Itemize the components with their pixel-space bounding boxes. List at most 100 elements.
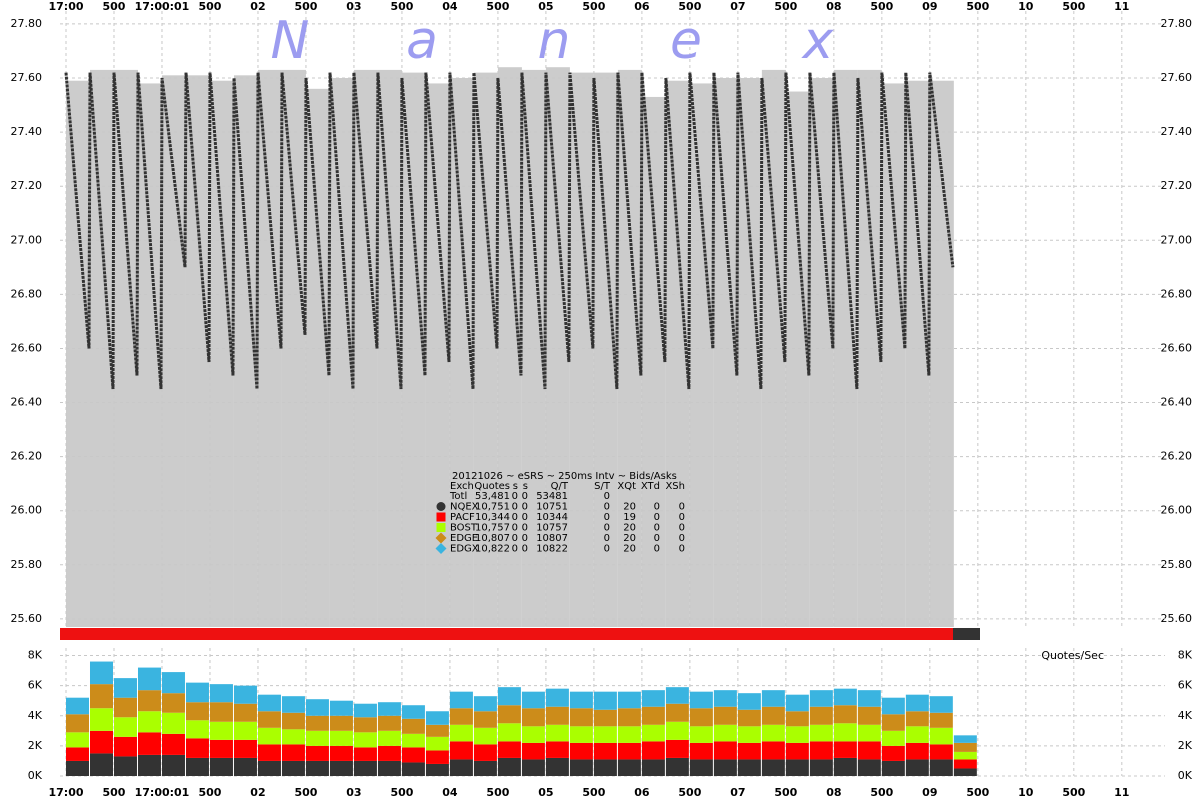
y-tick-label: 27.40 (11, 125, 43, 138)
bar-segment (737, 693, 761, 710)
bar-segment (161, 693, 185, 713)
y-tick-label: 27.60 (11, 71, 43, 84)
y-tick-label-right: 25.60 (1161, 612, 1193, 625)
bar-segment (473, 744, 497, 761)
bar-segment (377, 730, 401, 746)
table-cell: 0 (512, 502, 518, 513)
bar-segment (905, 726, 929, 743)
bar-segment (833, 741, 857, 758)
table-cell: 0 (679, 523, 685, 534)
x-tick-label: 04 (442, 786, 458, 799)
x-tick-label: 500 (1062, 786, 1085, 799)
bar-segment (689, 708, 713, 727)
bar-segment (305, 699, 329, 716)
bar-segment (137, 667, 161, 691)
range-bar (401, 72, 426, 627)
bar-segment (137, 732, 161, 755)
legend-marker (436, 523, 446, 532)
table-cell: 0 (654, 523, 660, 534)
legend-marker (436, 512, 446, 522)
table-cell: 0 (654, 502, 660, 513)
bar-segment (137, 690, 161, 712)
bar-segment (737, 742, 761, 760)
price-panel: 25.60 25.60 25.80 25.80 26.00 26.00 26.20 26.20… (11, 0, 1193, 628)
bar-segment (545, 706, 569, 725)
bar-segment (857, 706, 881, 725)
range-bar (113, 69, 138, 627)
range-bar (497, 67, 522, 627)
table-cell: 10,822 (475, 544, 510, 555)
range-bar (713, 78, 738, 627)
bar-segment (113, 678, 137, 698)
bar-segment (305, 715, 329, 731)
bar-segment (449, 691, 473, 709)
bar-segment (689, 691, 713, 709)
table-cell: 0 (679, 533, 685, 544)
bar-segment (593, 691, 617, 710)
range-bar (329, 78, 354, 627)
bar-segment (713, 759, 737, 776)
bar-segment (425, 736, 449, 751)
range-bar (641, 96, 666, 628)
bar-segment (425, 750, 449, 764)
x-tick-label: 07 (730, 786, 745, 799)
y-tick-label: 25.80 (11, 558, 43, 571)
bar-segment (449, 708, 473, 725)
table-cell: 10751 (536, 502, 568, 513)
x-tick-label: 500 (966, 786, 989, 799)
table-title: 20121026 ~ eSRS ~ 250ms Intv ~ Bids/Asks (452, 471, 677, 482)
bar-segment (281, 696, 305, 713)
bar-segment (761, 724, 785, 742)
y-tick-label-right: 8K (1178, 649, 1193, 662)
bar-segment (353, 747, 377, 761)
bar-segment (761, 690, 785, 707)
table-cell: 0 (679, 502, 685, 513)
bar-segment (785, 759, 809, 776)
bar-segment (569, 726, 593, 743)
bar-segment (833, 705, 857, 724)
bar-segment (473, 696, 497, 712)
bar-segment (161, 754, 185, 776)
y-tick-label-right: 25.80 (1161, 558, 1193, 571)
bar-segment (353, 760, 377, 776)
range-bar (209, 80, 234, 627)
bar-segment (233, 757, 257, 776)
legend-marker (435, 543, 447, 554)
table-cell: 53,481 (475, 491, 510, 502)
bar-segment (881, 697, 905, 715)
y-tick-label-right: 27.40 (1161, 125, 1193, 138)
bar-segment (401, 747, 425, 763)
bar-segment (353, 717, 377, 733)
table-header: S/T (594, 481, 611, 492)
bar-segment (809, 690, 833, 707)
x-tick-label: 09 (922, 786, 937, 799)
table-cell: EDGX (450, 544, 479, 555)
bar-segment (257, 694, 281, 712)
bar-segment (761, 759, 785, 776)
range-bar (65, 80, 90, 627)
bar-segment (593, 709, 617, 727)
table-cell: 10,344 (475, 512, 510, 523)
bar-segment (497, 723, 521, 742)
table-cell: 0 (522, 502, 528, 513)
bar-segment (497, 687, 521, 706)
x-tick-label: 17:00 (48, 786, 83, 799)
y-tick-label: 26.40 (11, 396, 43, 409)
bar-segment (881, 745, 905, 761)
bar-segment (737, 726, 761, 743)
bar-segment (65, 732, 89, 748)
x-tick-label: 500 (103, 786, 126, 799)
bar-segment (353, 732, 377, 748)
bar-segment (65, 697, 89, 715)
range-bar (161, 75, 186, 627)
y-tick-label-right: 4K (1178, 709, 1193, 722)
table-cell: 0 (604, 502, 610, 513)
bar-segment (305, 730, 329, 746)
bar-segment (761, 741, 785, 760)
range-bar (809, 78, 834, 627)
range-bar (569, 72, 594, 627)
bar-segment (761, 706, 785, 725)
bar-segment (833, 757, 857, 776)
range-bar (737, 78, 762, 627)
bar-segment (305, 745, 329, 761)
